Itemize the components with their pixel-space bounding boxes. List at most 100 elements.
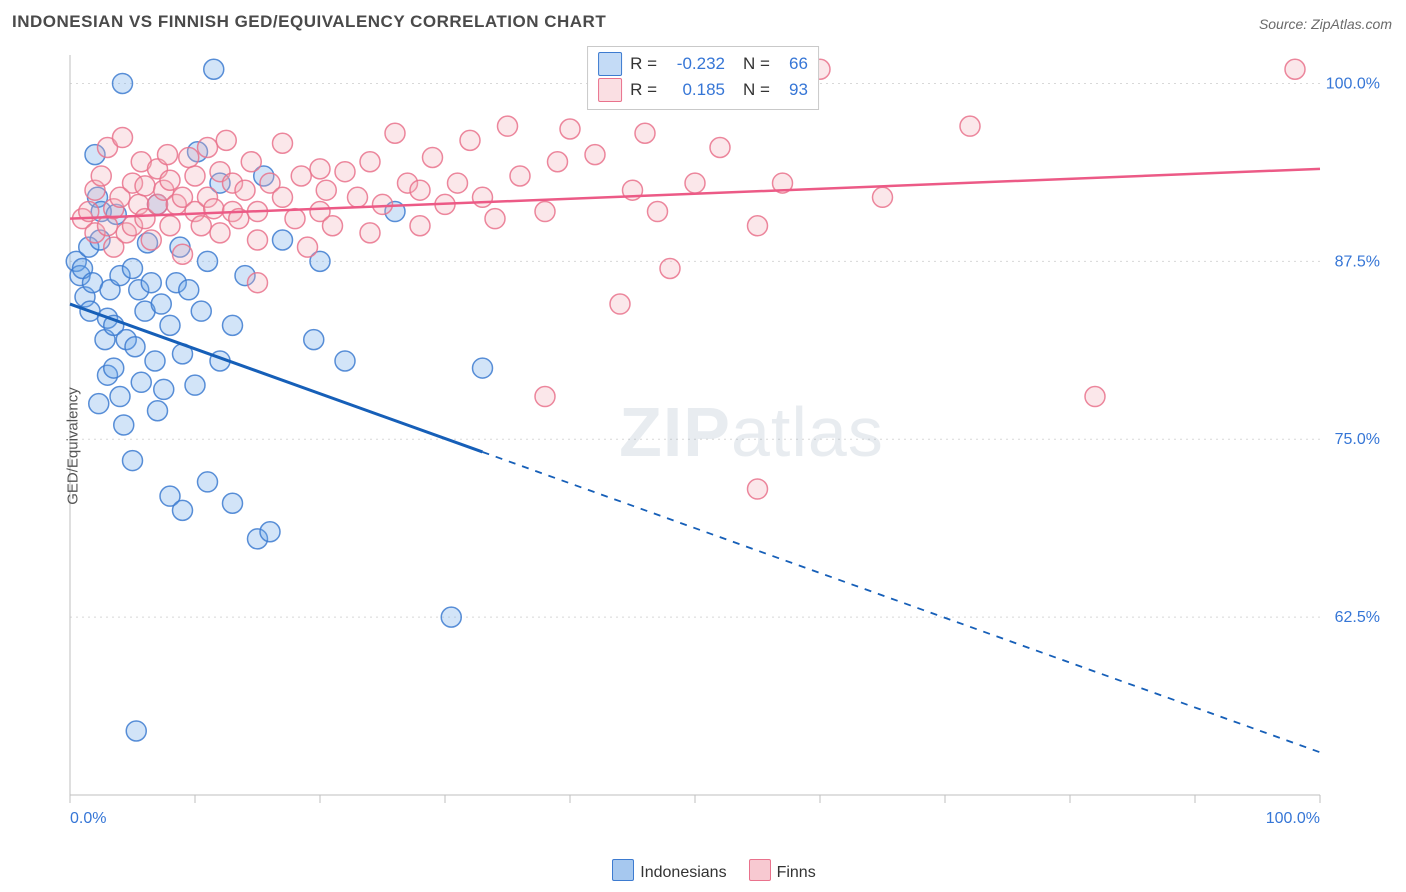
data-point — [135, 176, 155, 196]
data-point — [198, 138, 218, 158]
data-point — [348, 187, 368, 207]
data-point — [385, 123, 405, 143]
data-point — [126, 721, 146, 741]
data-point — [198, 472, 218, 492]
data-point — [648, 202, 668, 222]
data-point — [91, 166, 111, 186]
y-tick-label: 100.0% — [1326, 75, 1380, 92]
trend-line-extrapolated — [483, 452, 1321, 752]
data-point — [748, 479, 768, 499]
data-point — [560, 119, 580, 139]
data-point — [473, 187, 493, 207]
data-point — [113, 73, 133, 93]
x-tick-label: 100.0% — [1266, 810, 1320, 827]
data-point — [145, 351, 165, 371]
data-point — [960, 116, 980, 136]
data-point — [260, 522, 280, 542]
data-point — [423, 147, 443, 167]
bottom-legend: Indonesians Finns — [0, 859, 1406, 882]
data-point — [273, 187, 293, 207]
legend-swatch — [612, 859, 634, 881]
data-point — [460, 130, 480, 150]
data-point — [310, 159, 330, 179]
data-point — [125, 337, 145, 357]
data-point — [198, 251, 218, 271]
data-point — [660, 258, 680, 278]
data-point — [473, 358, 493, 378]
data-point — [131, 372, 151, 392]
data-point — [204, 199, 224, 219]
data-point — [273, 133, 293, 153]
data-point — [360, 223, 380, 243]
data-point — [179, 147, 199, 167]
r-legend-row: R =0.185N =93 — [598, 77, 808, 103]
data-point — [535, 387, 555, 407]
data-point — [179, 280, 199, 300]
data-point — [498, 116, 518, 136]
data-point — [173, 244, 193, 264]
data-point — [173, 500, 193, 520]
data-point — [141, 273, 161, 293]
data-point — [223, 315, 243, 335]
data-point — [335, 162, 355, 182]
data-point — [204, 59, 224, 79]
legend-swatch — [598, 52, 622, 76]
y-tick-label: 87.5% — [1335, 253, 1380, 270]
legend-label: Indonesians — [640, 864, 726, 881]
data-point — [323, 216, 343, 236]
data-point — [316, 180, 336, 200]
data-point — [158, 145, 178, 165]
data-point — [273, 230, 293, 250]
source-label: Source: ZipAtlas.com — [1259, 16, 1392, 32]
data-point — [185, 166, 205, 186]
data-point — [248, 273, 268, 293]
data-point — [510, 166, 530, 186]
data-point — [748, 216, 768, 236]
data-point — [410, 180, 430, 200]
data-point — [710, 138, 730, 158]
data-point — [373, 194, 393, 214]
data-point — [535, 202, 555, 222]
y-tick-label: 75.0% — [1335, 431, 1380, 448]
data-point — [110, 387, 130, 407]
data-point — [548, 152, 568, 172]
data-point — [235, 180, 255, 200]
data-point — [148, 401, 168, 421]
y-tick-label: 62.5% — [1335, 609, 1380, 626]
data-point — [610, 294, 630, 314]
data-point — [304, 330, 324, 350]
data-point — [185, 375, 205, 395]
scatter-chart: 62.5% 75.0% 87.5% 100.0% 0.0% 100.0% — [60, 45, 1390, 835]
data-point — [485, 209, 505, 229]
data-point — [104, 358, 124, 378]
data-point — [1085, 387, 1105, 407]
data-point — [360, 152, 380, 172]
data-point — [113, 128, 133, 148]
data-point — [151, 294, 171, 314]
x-tick-label: 0.0% — [70, 810, 106, 827]
r-legend-box: R =-0.232N =66R =0.185N =93 — [587, 46, 819, 110]
data-point — [585, 145, 605, 165]
y-axis-label: GED/Equivalency — [64, 387, 81, 505]
data-point — [635, 123, 655, 143]
data-point — [1285, 59, 1305, 79]
data-point — [160, 315, 180, 335]
data-point — [298, 237, 318, 257]
data-point — [335, 351, 355, 371]
legend-label: Finns — [777, 864, 816, 881]
data-point — [285, 209, 305, 229]
data-point — [191, 301, 211, 321]
data-point — [154, 379, 174, 399]
data-point — [291, 166, 311, 186]
data-point — [685, 173, 705, 193]
data-point — [160, 170, 180, 190]
data-point — [248, 230, 268, 250]
r-legend-row: R =-0.232N =66 — [598, 51, 808, 77]
data-point — [141, 230, 161, 250]
data-point — [241, 152, 261, 172]
data-point — [123, 451, 143, 471]
data-point — [191, 216, 211, 236]
data-point — [410, 216, 430, 236]
plot-area: 62.5%75.0%87.5%100.0%0.0%100.0% ZIPatlas — [60, 45, 1390, 835]
data-point — [441, 607, 461, 627]
